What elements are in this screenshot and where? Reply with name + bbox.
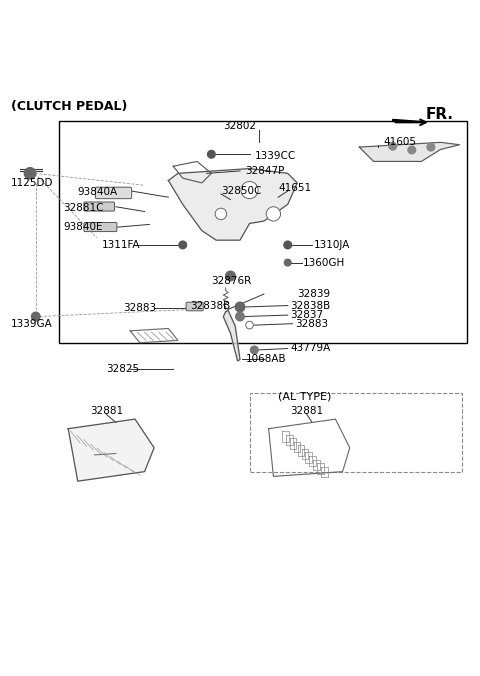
Circle shape — [235, 302, 245, 312]
Text: 32881: 32881 — [290, 406, 324, 416]
Text: (CLUTCH PEDAL): (CLUTCH PEDAL) — [11, 100, 127, 113]
Circle shape — [24, 168, 36, 179]
Text: 32883: 32883 — [295, 318, 328, 329]
Text: 32802: 32802 — [224, 120, 256, 130]
Circle shape — [241, 181, 258, 199]
Text: 32881: 32881 — [90, 406, 123, 416]
Polygon shape — [269, 419, 350, 477]
FancyBboxPatch shape — [84, 202, 115, 211]
FancyBboxPatch shape — [96, 187, 132, 199]
Circle shape — [236, 312, 244, 321]
Text: (AL TYPE): (AL TYPE) — [278, 391, 332, 402]
Text: 93840E: 93840E — [63, 222, 103, 233]
Text: 41605: 41605 — [383, 137, 416, 147]
Circle shape — [179, 241, 187, 249]
Text: 1339CC: 1339CC — [254, 151, 296, 161]
Text: 1310JA: 1310JA — [314, 240, 350, 250]
Circle shape — [284, 260, 291, 266]
Text: FR.: FR. — [426, 107, 454, 122]
Text: 32837: 32837 — [290, 310, 323, 320]
Circle shape — [408, 146, 416, 154]
Polygon shape — [360, 143, 459, 162]
Text: 43779A: 43779A — [290, 343, 330, 354]
Circle shape — [251, 346, 258, 354]
Text: 1125DD: 1125DD — [11, 178, 53, 188]
Text: 93840A: 93840A — [78, 187, 118, 197]
Text: 1068AB: 1068AB — [246, 354, 287, 364]
Text: 41651: 41651 — [278, 183, 312, 193]
Circle shape — [32, 312, 40, 321]
Polygon shape — [168, 168, 297, 240]
Text: 32838B: 32838B — [290, 301, 330, 310]
FancyBboxPatch shape — [186, 302, 203, 311]
Text: 32838B: 32838B — [190, 301, 230, 310]
Circle shape — [284, 241, 291, 249]
Text: 1360GH: 1360GH — [303, 258, 345, 268]
FancyBboxPatch shape — [84, 222, 117, 232]
Circle shape — [427, 143, 435, 151]
Circle shape — [266, 207, 281, 221]
Text: 32839: 32839 — [297, 289, 330, 299]
Bar — [59, 121, 467, 343]
Circle shape — [207, 151, 215, 158]
Polygon shape — [68, 419, 154, 481]
Polygon shape — [223, 310, 240, 361]
Circle shape — [215, 208, 227, 220]
Polygon shape — [393, 120, 431, 125]
Bar — [250, 393, 462, 472]
Text: 32881C: 32881C — [63, 203, 104, 213]
Text: 32847P: 32847P — [245, 166, 284, 176]
Text: 32825: 32825 — [107, 364, 140, 374]
Text: 1339GA: 1339GA — [11, 318, 53, 329]
Text: 32876R: 32876R — [211, 276, 252, 286]
Text: 32850C: 32850C — [221, 187, 261, 197]
Text: 32883: 32883 — [123, 303, 156, 313]
Text: 1311FA: 1311FA — [102, 240, 140, 250]
Circle shape — [226, 271, 235, 281]
Circle shape — [389, 143, 396, 150]
